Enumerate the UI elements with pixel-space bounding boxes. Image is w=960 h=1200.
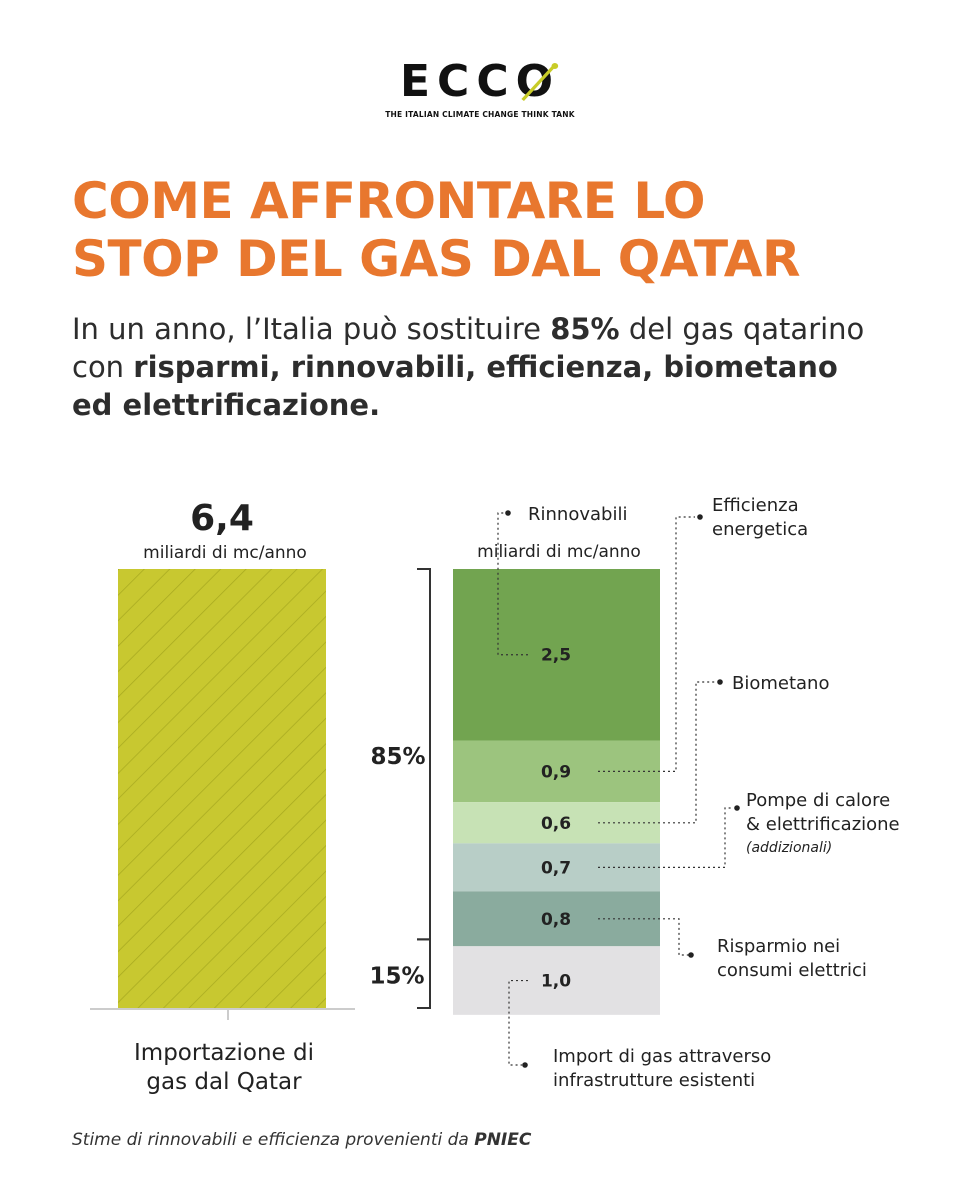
segment-value-label: 1,0	[541, 972, 571, 992]
annotation-label-2: Efficienza	[712, 495, 799, 516]
segment-value-label: 2,5	[541, 646, 571, 666]
bar-import-value-label: 6,4	[190, 498, 254, 539]
leader-dot-6	[522, 1062, 528, 1068]
annotation-label-5: consumi elettrici	[717, 960, 867, 981]
annotation-label-2: energetica	[712, 519, 808, 540]
subtitle-mid: del gas qatarino con	[72, 312, 865, 384]
subtitle-pre: In un anno, l’Italia può sostituire	[72, 312, 551, 346]
bar-import-unit-label: miliardi di mc/anno	[143, 543, 307, 563]
subtitle-bold-list: risparmi, rinnovabili, efficienza, biome…	[72, 350, 838, 422]
annotation-label-5: Risparmio nei	[717, 936, 840, 957]
leader-line-4	[598, 807, 733, 868]
segment-value-label: 0,7	[541, 858, 571, 878]
bar-import-qatar	[118, 569, 326, 1008]
segment-value-label: 0,9	[541, 762, 571, 782]
title-line-1: COME AFFRONTARE LO	[72, 172, 705, 230]
logo-letters: ECC	[399, 56, 516, 107]
segment-value-label: 0,6	[541, 814, 571, 834]
logo-tagline: THE ITALIAN CLIMATE CHANGE THINK TANK	[385, 110, 575, 119]
page-title: COME AFFRONTARE LO STOP DEL GAS DAL QATA…	[72, 172, 892, 288]
leader-dot-2	[697, 514, 703, 520]
leader-dot-4	[734, 805, 740, 811]
bracket-15	[417, 938, 431, 1009]
logo-wordmark: ECCO	[400, 58, 560, 106]
leader-dot-1	[505, 510, 511, 516]
footnote: Stime di rinnovabili e efficienza proven…	[72, 1130, 531, 1150]
annotation-label-4: Pompe di calore	[746, 790, 890, 811]
segment-5	[453, 891, 660, 947]
segment-4	[453, 843, 660, 892]
logo: ECCO THE ITALIAN CLIMATE CHANGE THINK TA…	[0, 58, 960, 120]
annotation-label-6: Import di gas attraverso	[553, 1046, 771, 1067]
subtitle-bold-percent: 85%	[550, 312, 620, 346]
annotation-label-6: infrastrutture esistenti	[553, 1070, 755, 1091]
leader-line-5	[598, 918, 689, 956]
leader-dot-5	[688, 952, 694, 958]
segment-2	[453, 740, 660, 803]
bracket-label-85: 85%	[370, 744, 425, 770]
breakdown-unit-label: miliardi di mc/anno	[477, 542, 641, 562]
footnote-text: Stime di rinnovabili e efficienza proven…	[72, 1130, 475, 1150]
bar-import-category-label: gas dal Qatar	[146, 1069, 302, 1095]
bar-import-category-label: Importazione di	[134, 1040, 314, 1066]
segment-6	[453, 946, 660, 1015]
leader-line-1	[497, 512, 528, 656]
segment-value-label: 0,8	[541, 910, 571, 930]
title-line-2: STOP DEL GAS DAL QATAR	[72, 230, 800, 288]
segment-3	[453, 802, 660, 844]
annotation-label-4: & elettrificazione	[746, 814, 900, 835]
footnote-source: PNIEC	[474, 1130, 532, 1150]
leaf-slash-icon	[520, 63, 558, 101]
leader-line-6	[508, 979, 528, 1066]
subtitle: In un anno, l’Italia può sostituire 85% …	[72, 310, 872, 424]
annotation-note: (addizionali)	[746, 840, 832, 856]
bracket-label-15: 15%	[369, 964, 424, 990]
leader-line-2	[598, 516, 695, 772]
segment-1	[453, 569, 660, 741]
annotation-label-1: Rinnovabili	[528, 504, 627, 525]
logo-o-mark: O	[515, 56, 561, 107]
annotation-label-3: Biometano	[732, 673, 829, 694]
leader-dot-3	[717, 679, 723, 685]
